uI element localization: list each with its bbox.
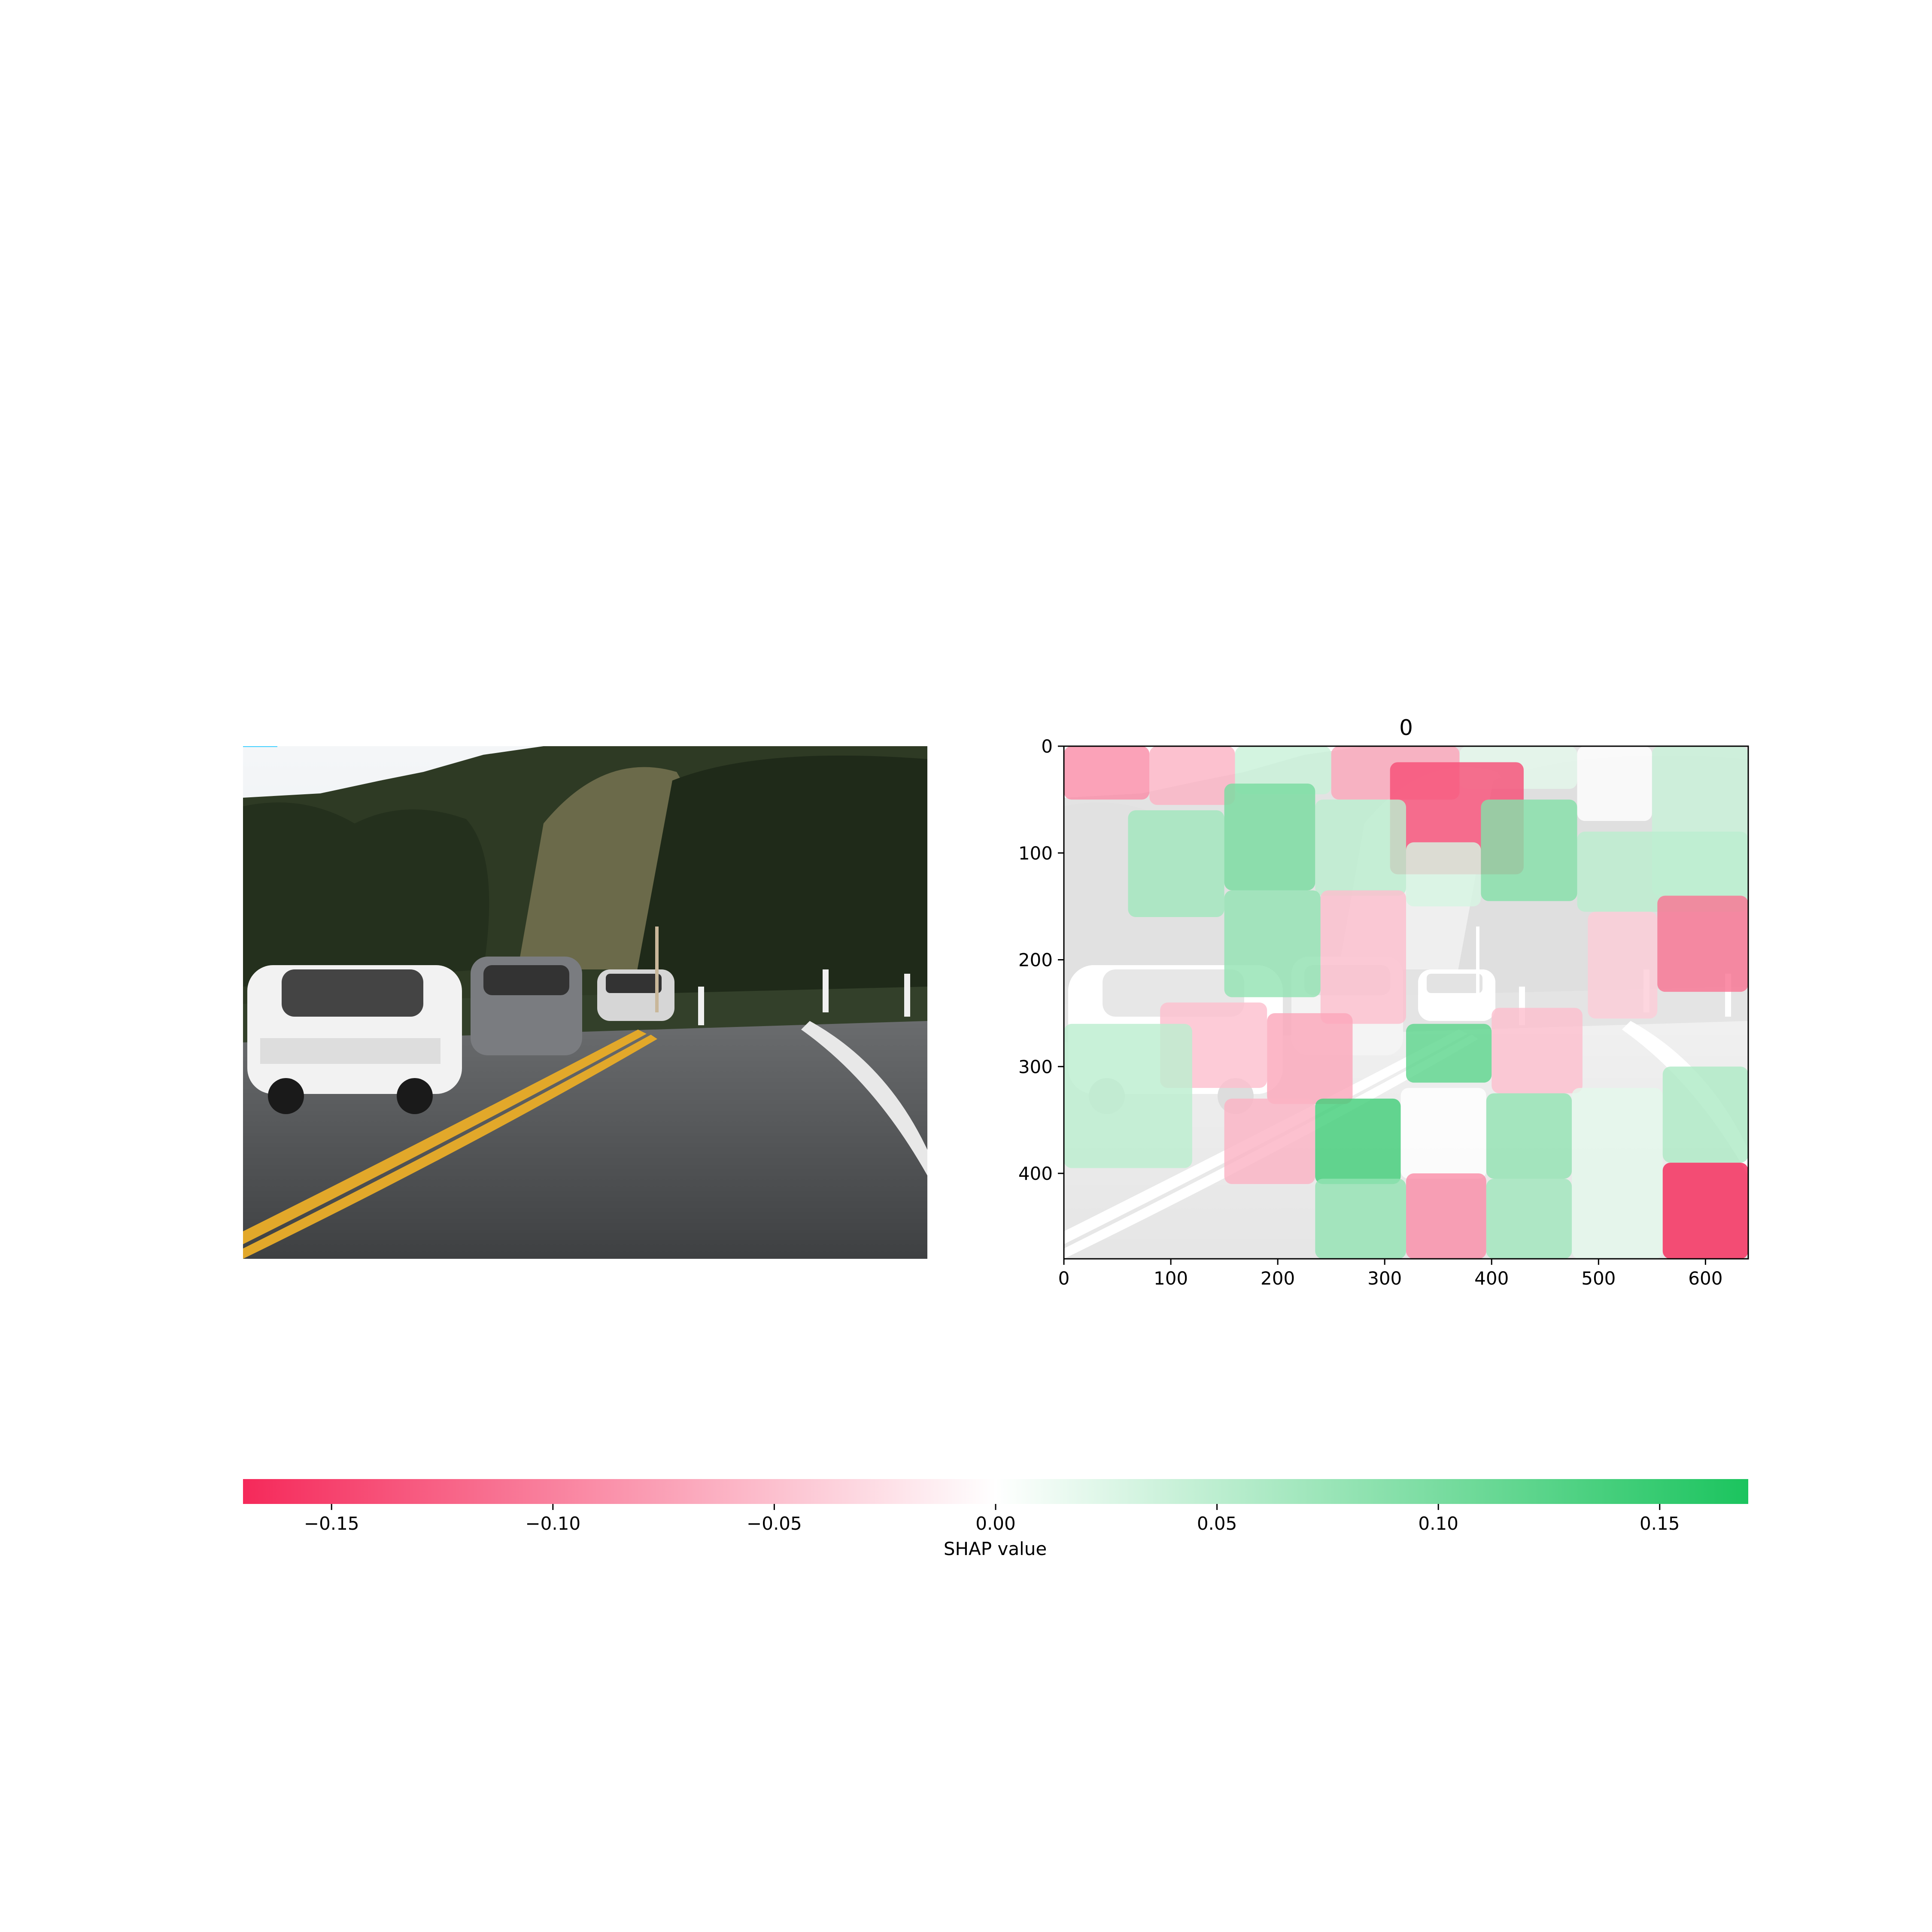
colorbar-ticks: −0.15 −0.10 −0.05 0.00 0.05 0.10 0.15 <box>304 1504 1680 1534</box>
colorbar-tick-label: 0.15 <box>1640 1513 1680 1534</box>
y-tick-label: 100 <box>1018 843 1053 864</box>
x-tick-label: 600 <box>1688 1268 1722 1289</box>
x-tick-label: 400 <box>1474 1268 1509 1289</box>
shap-heatmap: 0 100 200 300 400 500 600 0 100 200 300 400 0 <box>1018 715 1749 1289</box>
superpixel-5 <box>1577 746 1652 821</box>
superpixel-25 <box>1400 1088 1486 1179</box>
superpixel-20 <box>1406 1024 1492 1083</box>
y-tick-label: 300 <box>1018 1056 1053 1077</box>
colorbar-label: SHAP value <box>944 1538 1047 1559</box>
superpixel-8 <box>1128 810 1224 917</box>
colorbar-tick-label: −0.15 <box>304 1513 359 1534</box>
heatmap-title: 0 <box>1399 715 1413 740</box>
y-tick-label: 0 <box>1041 736 1053 757</box>
x-tick-label: 100 <box>1154 1268 1188 1289</box>
superpixel-14 <box>1224 890 1321 997</box>
superpixel-2 <box>1235 746 1331 794</box>
superpixel-21 <box>1492 1008 1583 1094</box>
superpixel-11 <box>1406 842 1481 907</box>
shap-colorbar: −0.15 −0.10 −0.05 0.00 0.05 0.10 0.15 SHAP val… <box>243 1479 1748 1559</box>
x-tick-label: 0 <box>1058 1268 1070 1289</box>
superpixel-layer <box>1064 746 1748 1259</box>
superpixel-13 <box>1577 832 1748 912</box>
superpixel-9 <box>1224 784 1315 890</box>
colorbar-tick-label: 0.05 <box>1197 1513 1237 1534</box>
superpixel-0 <box>1064 746 1150 800</box>
superpixel-15 <box>1320 890 1406 1024</box>
colorbar-gradient <box>243 1479 1748 1504</box>
x-axis: 0 100 200 300 400 500 600 <box>1058 1259 1722 1289</box>
superpixel-1 <box>1149 746 1235 805</box>
superpixel-31 <box>1486 1179 1572 1259</box>
y-tick-label: 200 <box>1018 950 1053 971</box>
superpixel-17 <box>1657 896 1748 992</box>
superpixel-23 <box>1224 1098 1315 1184</box>
x-tick-label: 200 <box>1261 1268 1295 1289</box>
original-photo <box>243 746 927 1259</box>
colorbar-tick-label: 0.00 <box>975 1513 1016 1534</box>
superpixel-16 <box>1588 911 1658 1019</box>
y-tick-label: 400 <box>1018 1163 1053 1184</box>
superpixel-32 <box>1662 1163 1748 1259</box>
superpixel-22 <box>1064 1024 1192 1168</box>
superpixel-27 <box>1572 1088 1663 1259</box>
heatmap-frame <box>1063 745 1749 1260</box>
superpixel-10 <box>1315 799 1406 896</box>
colorbar-tick-label: −0.10 <box>525 1513 580 1534</box>
superpixel-19 <box>1267 1013 1353 1104</box>
colorbar-tick-label: −0.05 <box>747 1513 802 1534</box>
x-tick-label: 500 <box>1581 1268 1616 1289</box>
superpixel-12 <box>1481 799 1577 901</box>
y-axis: 0 100 200 300 400 <box>1018 736 1064 1184</box>
superpixel-29 <box>1315 1179 1406 1259</box>
superpixel-30 <box>1406 1173 1486 1259</box>
superpixel-24 <box>1315 1098 1401 1184</box>
x-tick-label: 300 <box>1367 1268 1402 1289</box>
colorbar-tick-label: 0.10 <box>1418 1513 1458 1534</box>
superpixel-26 <box>1486 1093 1572 1179</box>
superpixel-28 <box>1662 1066 1748 1163</box>
